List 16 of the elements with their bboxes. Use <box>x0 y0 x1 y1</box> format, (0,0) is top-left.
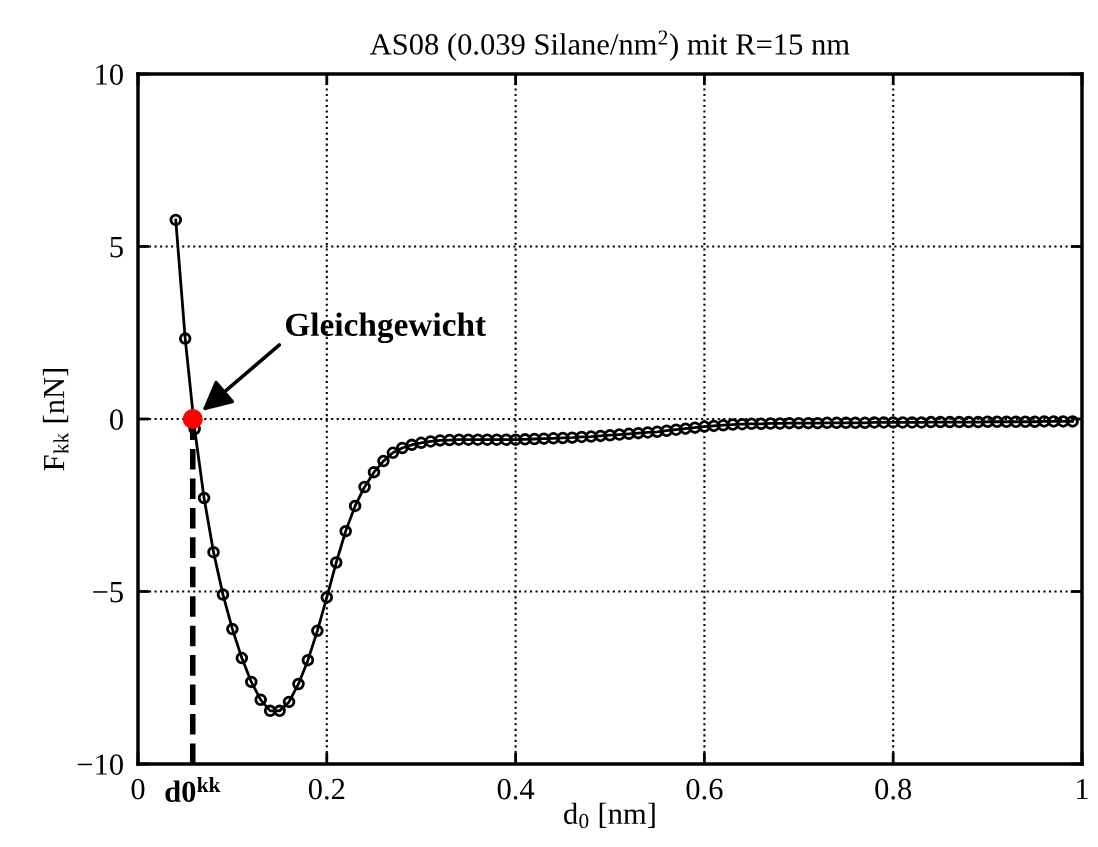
x-tick-label: 0 <box>131 778 145 800</box>
annotation: Gleichgewicht <box>285 312 486 344</box>
y-axis-title: F$_{kk}$ [nN] <box>42 369 69 471</box>
y-tick-label: −5 <box>93 582 123 603</box>
x-tick-label: 1 <box>1077 778 1088 800</box>
y-tick-label: 0 <box>110 409 123 430</box>
y-tick-label: 10 <box>96 64 123 85</box>
x-tick-label: 0.6 <box>686 778 723 800</box>
x-tick-label: 0.2 <box>308 778 345 800</box>
ref-line-label: d0$^{kk}$ <box>165 777 221 803</box>
x-tick-label: 0.8 <box>875 778 912 800</box>
chart-title: AS08 (0.039 Silane/nm$^{2}$) mit R=15 nm <box>369 30 850 61</box>
x-axis-title: d$_{0}$ [nm] <box>564 802 655 829</box>
y-tick-label: 5 <box>110 237 123 258</box>
y-tick-label: −10 <box>77 754 123 775</box>
x-tick-label: 0.4 <box>497 778 535 800</box>
